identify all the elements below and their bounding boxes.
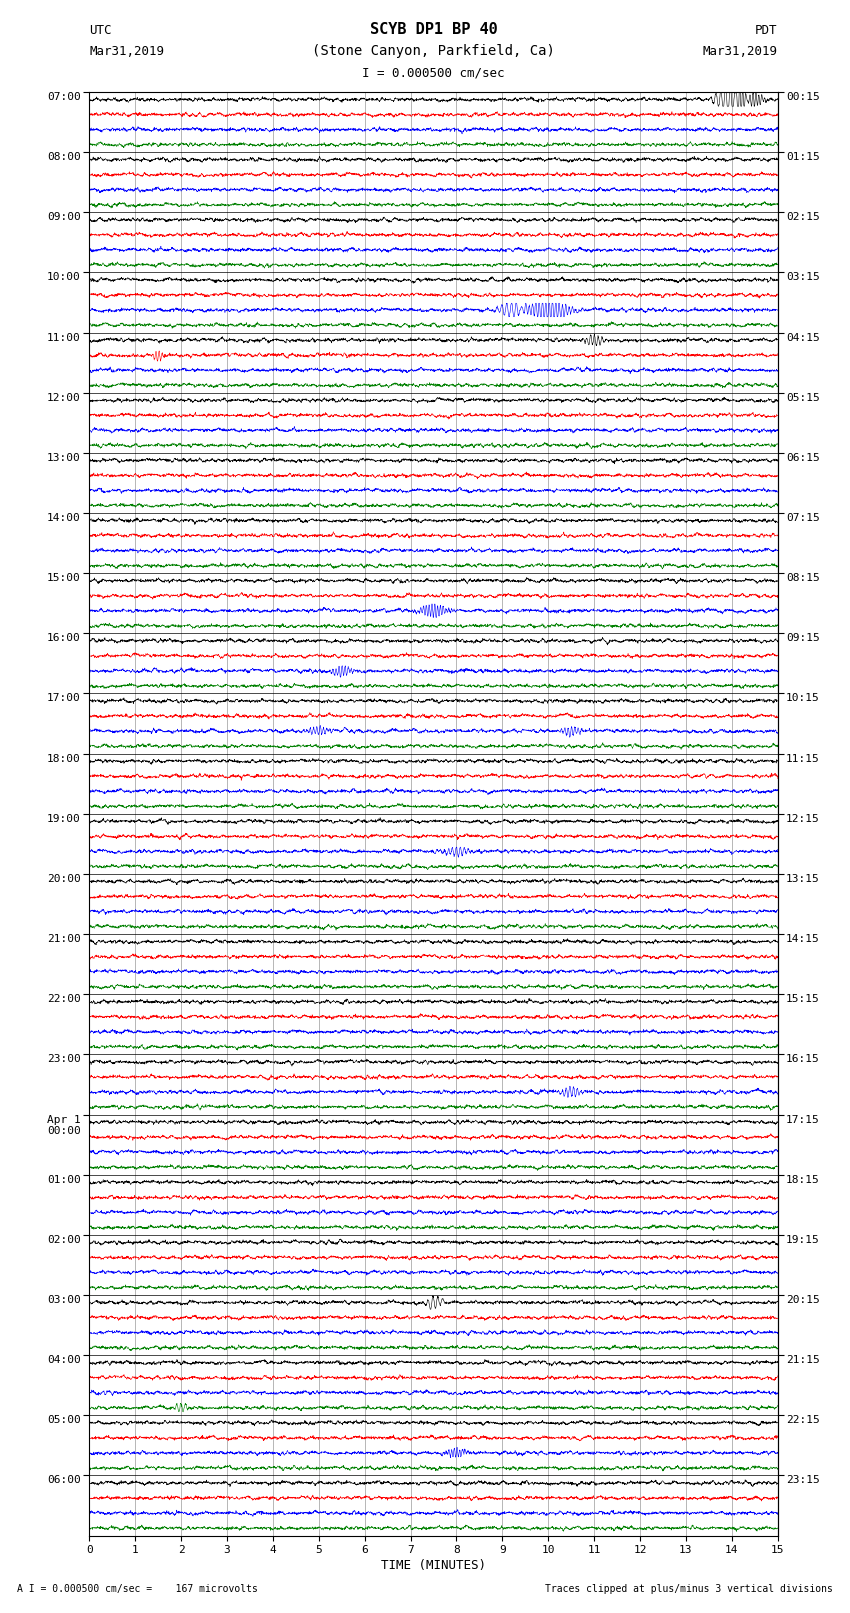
Text: UTC: UTC [89,24,111,37]
Text: I = 0.000500 cm/sec: I = 0.000500 cm/sec [362,66,505,79]
Text: SCYB DP1 BP 40: SCYB DP1 BP 40 [370,23,497,37]
Text: (Stone Canyon, Parkfield, Ca): (Stone Canyon, Parkfield, Ca) [312,44,555,58]
Text: A I = 0.000500 cm/sec =    167 microvolts: A I = 0.000500 cm/sec = 167 microvolts [17,1584,258,1594]
Text: Mar31,2019: Mar31,2019 [703,45,778,58]
Text: Mar31,2019: Mar31,2019 [89,45,164,58]
Text: PDT: PDT [756,24,778,37]
X-axis label: TIME (MINUTES): TIME (MINUTES) [381,1560,486,1573]
Text: Traces clipped at plus/minus 3 vertical divisions: Traces clipped at plus/minus 3 vertical … [545,1584,833,1594]
